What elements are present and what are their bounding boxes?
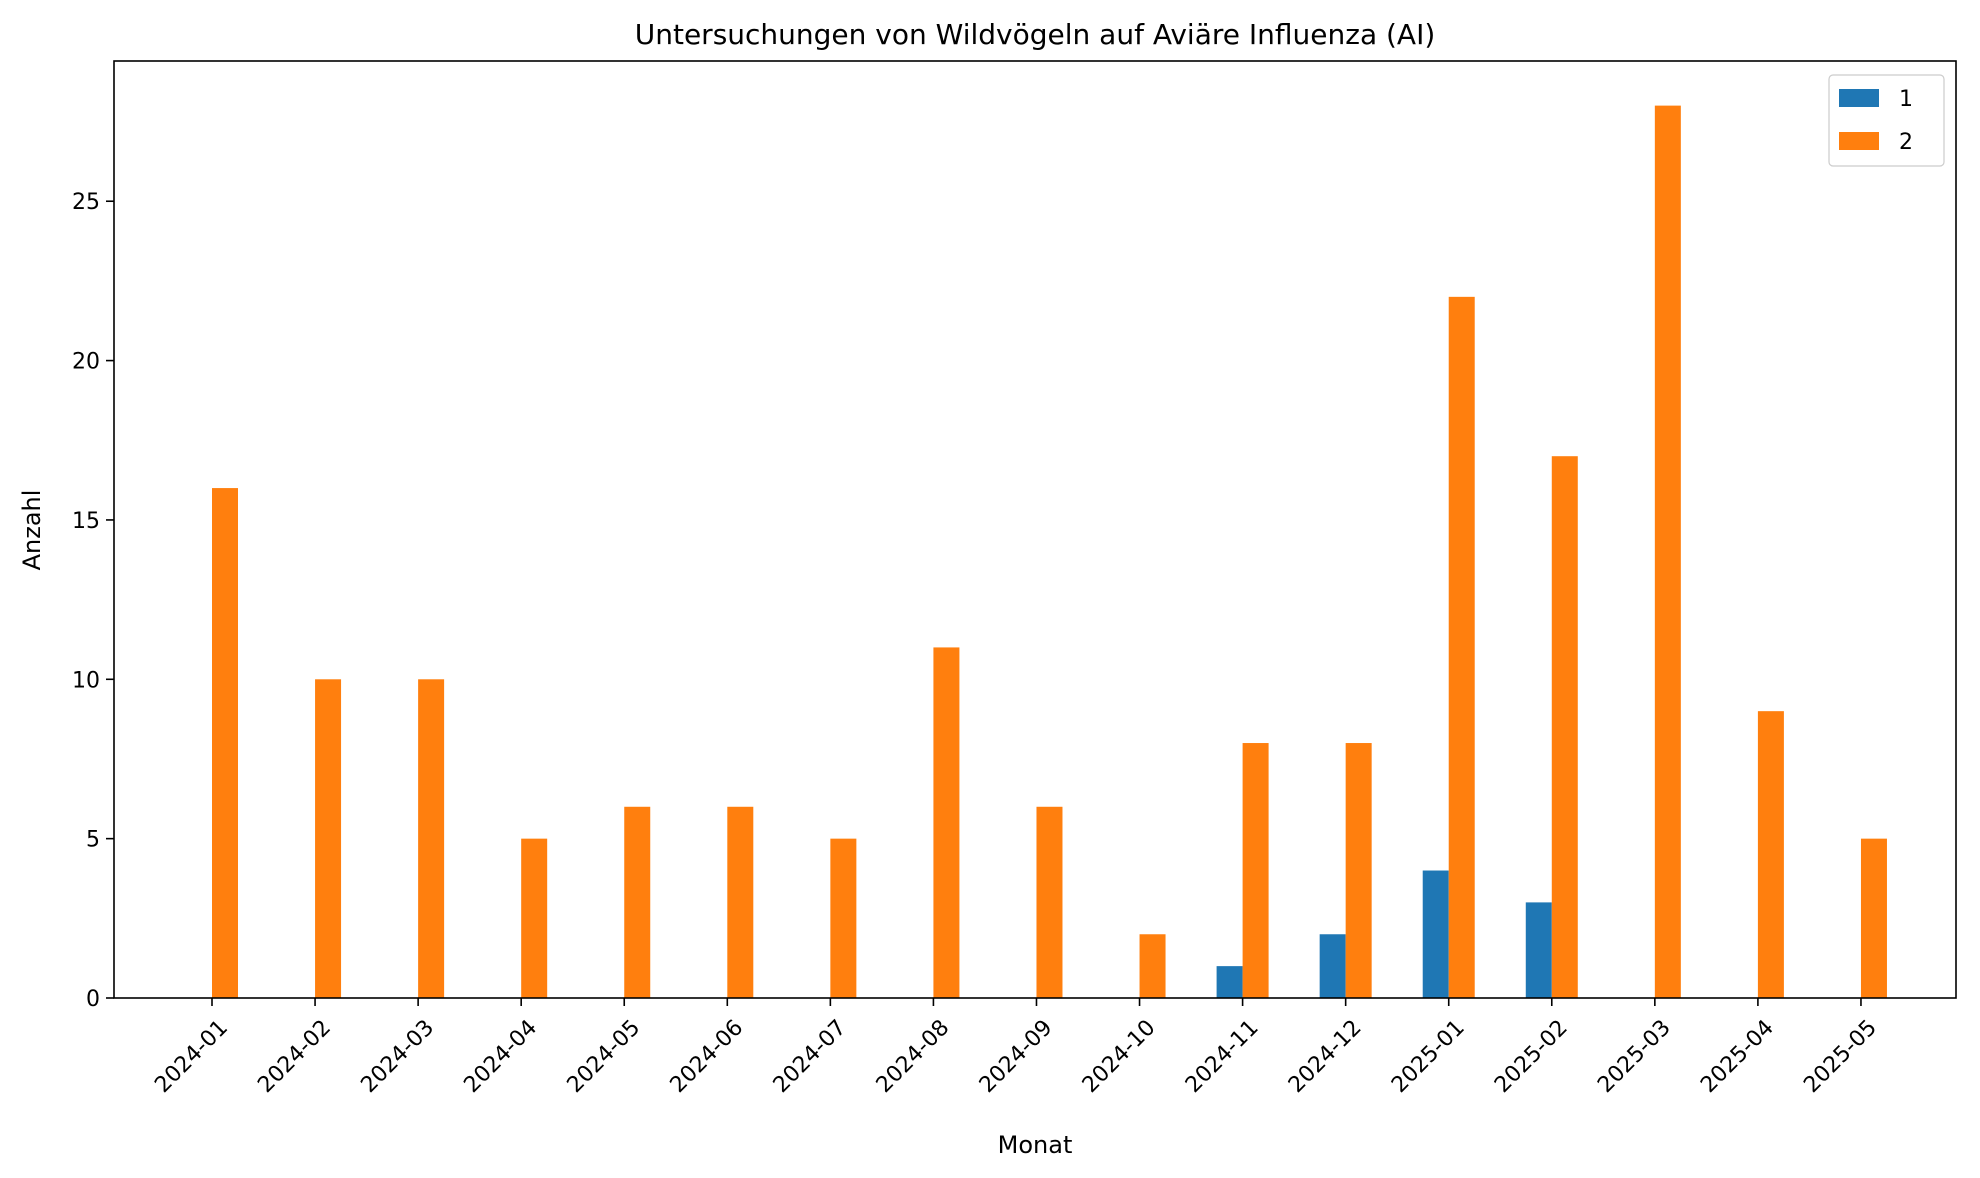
bar-series-2-2024-02 bbox=[315, 679, 342, 998]
y-tick-label: 20 bbox=[72, 350, 100, 375]
bar-series-2-2024-11 bbox=[1242, 743, 1269, 998]
y-tick-label: 15 bbox=[72, 509, 100, 534]
bar-series-2-2025-01 bbox=[1448, 296, 1475, 999]
bar-series-1-2024-12 bbox=[1319, 934, 1346, 998]
x-axis-label: Monat bbox=[998, 1131, 1073, 1159]
legend-box bbox=[1828, 74, 1945, 167]
bar-series-2-2024-01 bbox=[212, 488, 238, 998]
bar-series-2-2025-02 bbox=[1551, 456, 1578, 998]
bar-series-2-2024-03 bbox=[418, 679, 445, 998]
bar-series-2-2024-09 bbox=[1036, 806, 1063, 998]
legend-swatch-series-1 bbox=[1839, 89, 1879, 107]
bar-series-2-2025-03 bbox=[1654, 105, 1681, 999]
y-tick-label: 10 bbox=[72, 668, 100, 693]
y-axis-label: Anzahl bbox=[18, 490, 46, 571]
bar-series-2-2025-04 bbox=[1757, 711, 1784, 998]
legend-swatch-series-2 bbox=[1839, 132, 1879, 150]
bar-series-2-2024-07 bbox=[830, 838, 857, 998]
bar-series-2-2024-06 bbox=[727, 806, 754, 998]
legend-label-series-2: 2 bbox=[1899, 130, 1913, 155]
chart-title: Untersuchungen von Wildvögeln auf Aviäre… bbox=[635, 18, 1436, 51]
bar-series-2-2024-04 bbox=[521, 838, 548, 998]
bar-series-1-2025-01 bbox=[1422, 870, 1449, 998]
bar-series-2-2025-05 bbox=[1860, 838, 1887, 998]
bar-series-2-2024-08 bbox=[933, 647, 960, 998]
bar-series-2-2024-05 bbox=[624, 806, 651, 998]
bar-series-2-2024-12 bbox=[1345, 743, 1372, 998]
legend: 1 2 bbox=[1828, 74, 1945, 167]
legend-label-series-1: 1 bbox=[1899, 87, 1913, 112]
y-tick-label: 5 bbox=[86, 828, 100, 853]
plot-frame bbox=[113, 60, 1957, 999]
y-tick-label: 25 bbox=[72, 190, 100, 215]
y-tick-label: 0 bbox=[86, 987, 100, 1012]
bar-series-2-2024-10 bbox=[1139, 934, 1166, 998]
bar-series-1-2025-02 bbox=[1525, 902, 1552, 998]
bar-series-1-2024-11 bbox=[1216, 966, 1243, 998]
